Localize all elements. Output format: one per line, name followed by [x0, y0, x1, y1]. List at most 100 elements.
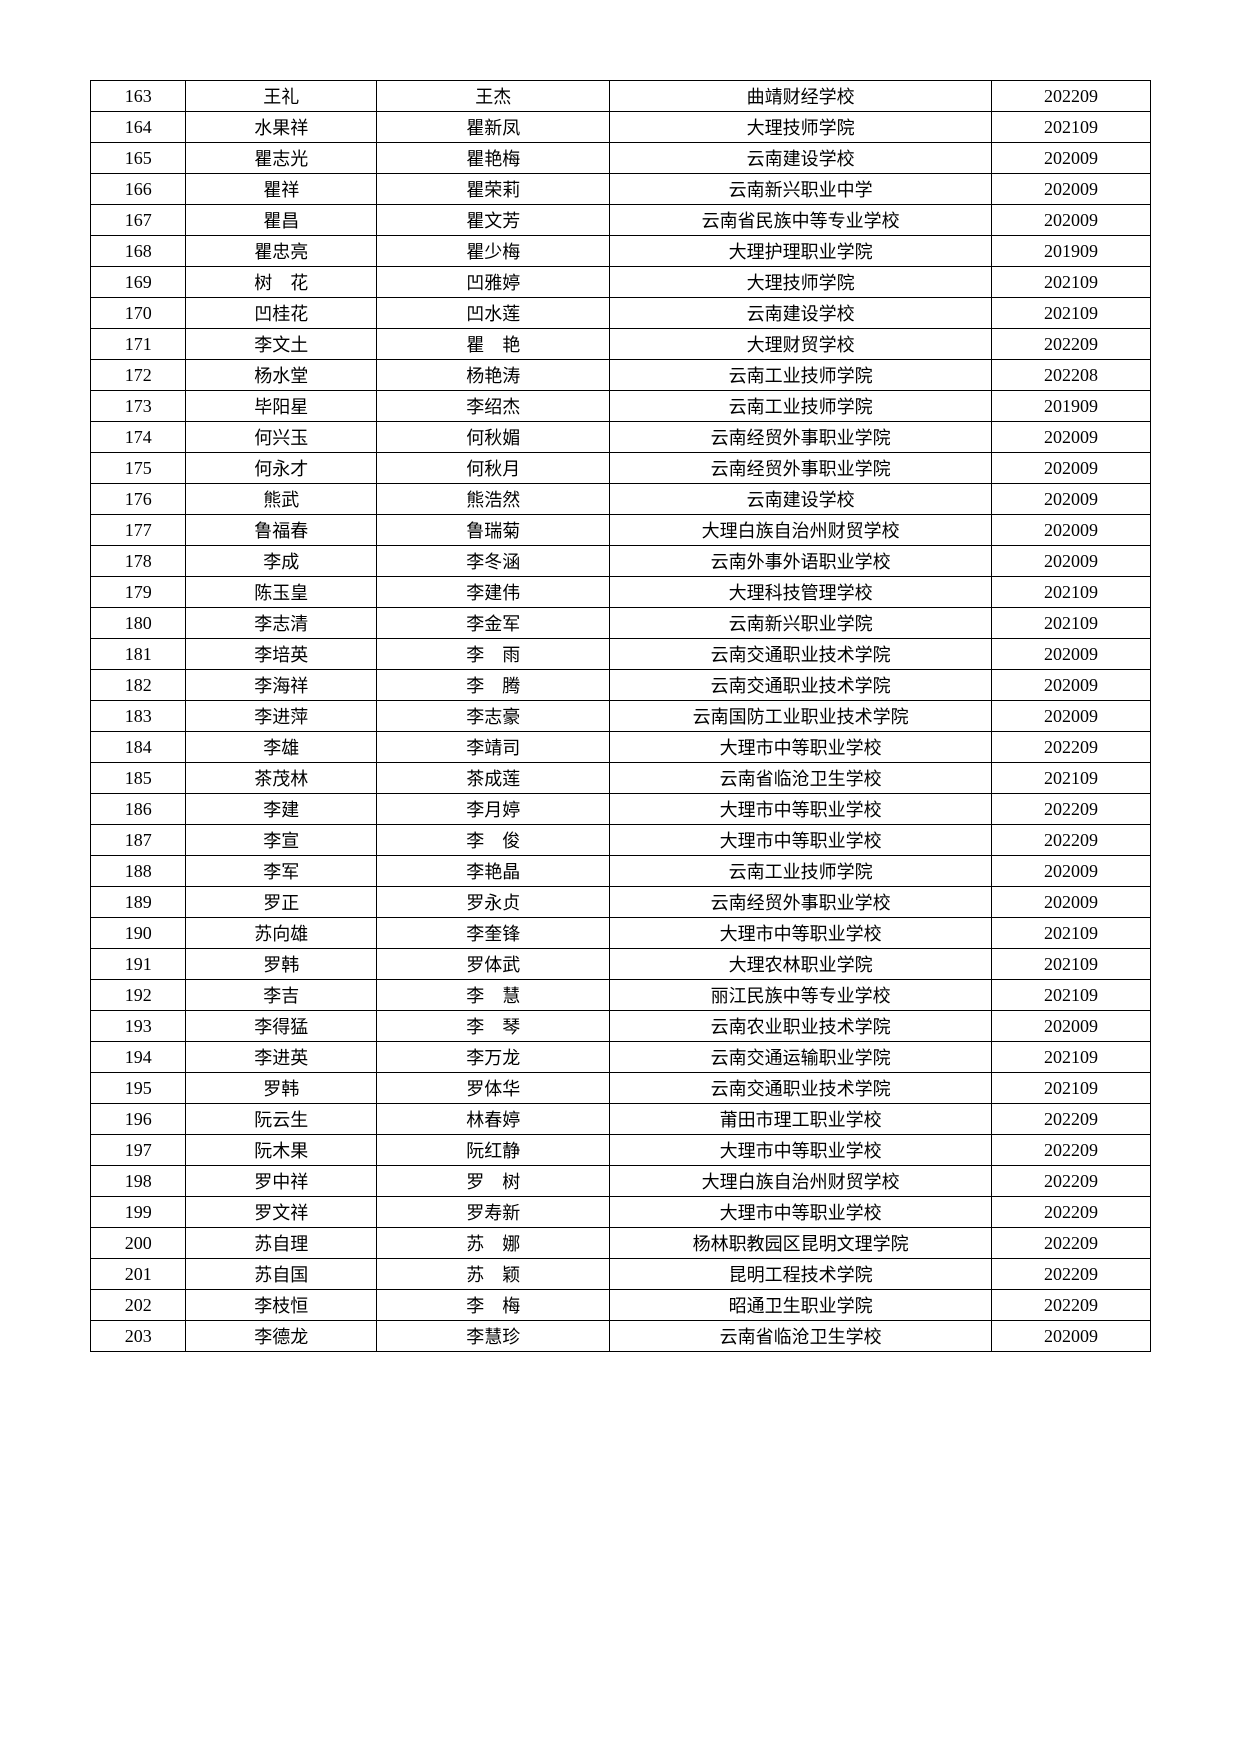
name-one: 李德龙 [186, 1321, 377, 1352]
school-name: 云南交通职业技术学院 [610, 639, 992, 670]
school-name: 大理市中等职业学校 [610, 825, 992, 856]
school-name: 云南工业技师学院 [610, 360, 992, 391]
date-code: 202209 [991, 794, 1150, 825]
name-two: 瞿 艳 [377, 329, 610, 360]
date-code: 202208 [991, 360, 1150, 391]
table-row: 168瞿忠亮瞿少梅大理护理职业学院201909 [91, 236, 1151, 267]
name-one: 苏向雄 [186, 918, 377, 949]
name-two: 苏 颖 [377, 1259, 610, 1290]
date-code: 202109 [991, 1042, 1150, 1073]
row-number: 203 [91, 1321, 186, 1352]
school-name: 云南省临沧卫生学校 [610, 1321, 992, 1352]
date-code: 202009 [991, 143, 1150, 174]
table-row: 192李吉李 慧丽江民族中等专业学校202109 [91, 980, 1151, 1011]
date-code: 202009 [991, 546, 1150, 577]
school-name: 大理农林职业学院 [610, 949, 992, 980]
table-row: 189罗正罗永贞云南经贸外事职业学校202009 [91, 887, 1151, 918]
table-row: 174何兴玉何秋媚云南经贸外事职业学院202009 [91, 422, 1151, 453]
table-row: 181李培英李 雨云南交通职业技术学院202009 [91, 639, 1151, 670]
table-row: 169树 花凹雅婷大理技师学院202109 [91, 267, 1151, 298]
school-name: 云南建设学校 [610, 298, 992, 329]
date-code: 202109 [991, 1073, 1150, 1104]
name-two: 李 腾 [377, 670, 610, 701]
date-code: 202009 [991, 453, 1150, 484]
school-name: 云南交通职业技术学院 [610, 670, 992, 701]
table-row: 195罗韩罗体华云南交通职业技术学院202109 [91, 1073, 1151, 1104]
date-code: 202209 [991, 1290, 1150, 1321]
name-two: 熊浩然 [377, 484, 610, 515]
school-name: 曲靖财经学校 [610, 81, 992, 112]
date-code: 202109 [991, 949, 1150, 980]
name-one: 罗中祥 [186, 1166, 377, 1197]
name-one: 李枝恒 [186, 1290, 377, 1321]
row-number: 189 [91, 887, 186, 918]
name-two: 李 雨 [377, 639, 610, 670]
table-row: 203李德龙李慧珍云南省临沧卫生学校202009 [91, 1321, 1151, 1352]
row-number: 176 [91, 484, 186, 515]
name-one: 陈玉皇 [186, 577, 377, 608]
row-number: 184 [91, 732, 186, 763]
name-one: 李进萍 [186, 701, 377, 732]
name-two: 凹雅婷 [377, 267, 610, 298]
name-one: 李海祥 [186, 670, 377, 701]
name-two: 李靖司 [377, 732, 610, 763]
school-name: 大理市中等职业学校 [610, 794, 992, 825]
date-code: 202109 [991, 980, 1150, 1011]
row-number: 171 [91, 329, 186, 360]
row-number: 177 [91, 515, 186, 546]
name-one: 李得猛 [186, 1011, 377, 1042]
date-code: 202009 [991, 484, 1150, 515]
date-code: 202009 [991, 639, 1150, 670]
name-one: 李雄 [186, 732, 377, 763]
date-code: 202009 [991, 887, 1150, 918]
table-row: 198罗中祥罗 树大理白族自治州财贸学校202209 [91, 1166, 1151, 1197]
row-number: 193 [91, 1011, 186, 1042]
name-two: 李 琴 [377, 1011, 610, 1042]
name-two: 李奎锋 [377, 918, 610, 949]
row-number: 183 [91, 701, 186, 732]
row-number: 194 [91, 1042, 186, 1073]
table-row: 186李建李月婷大理市中等职业学校202209 [91, 794, 1151, 825]
row-number: 192 [91, 980, 186, 1011]
row-number: 174 [91, 422, 186, 453]
name-one: 李宣 [186, 825, 377, 856]
school-name: 云南省临沧卫生学校 [610, 763, 992, 794]
table-row: 171李文土瞿 艳大理财贸学校202209 [91, 329, 1151, 360]
name-two: 瞿新凤 [377, 112, 610, 143]
row-number: 196 [91, 1104, 186, 1135]
name-two: 李 梅 [377, 1290, 610, 1321]
name-one: 罗韩 [186, 949, 377, 980]
row-number: 166 [91, 174, 186, 205]
row-number: 169 [91, 267, 186, 298]
school-name: 大理市中等职业学校 [610, 1135, 992, 1166]
name-two: 杨艳涛 [377, 360, 610, 391]
name-two: 李建伟 [377, 577, 610, 608]
date-code: 202009 [991, 856, 1150, 887]
table-row: 200苏自理苏 娜杨林职教园区昆明文理学院202209 [91, 1228, 1151, 1259]
name-two: 瞿文芳 [377, 205, 610, 236]
row-number: 172 [91, 360, 186, 391]
table-row: 194李进英李万龙云南交通运输职业学院202109 [91, 1042, 1151, 1073]
name-one: 凹桂花 [186, 298, 377, 329]
name-two: 林春婷 [377, 1104, 610, 1135]
table-row: 173毕阳星李绍杰云南工业技师学院201909 [91, 391, 1151, 422]
name-one: 阮云生 [186, 1104, 377, 1135]
row-number: 199 [91, 1197, 186, 1228]
date-code: 202209 [991, 1135, 1150, 1166]
school-name: 大理财贸学校 [610, 329, 992, 360]
date-code: 201909 [991, 236, 1150, 267]
date-code: 202209 [991, 1197, 1150, 1228]
name-two: 瞿荣莉 [377, 174, 610, 205]
date-code: 202209 [991, 1259, 1150, 1290]
table-row: 190苏向雄李奎锋大理市中等职业学校202109 [91, 918, 1151, 949]
name-one: 瞿志光 [186, 143, 377, 174]
row-number: 198 [91, 1166, 186, 1197]
school-name: 云南经贸外事职业学院 [610, 422, 992, 453]
name-one: 李进英 [186, 1042, 377, 1073]
row-number: 179 [91, 577, 186, 608]
table-row: 177鲁福春鲁瑞菊大理白族自治州财贸学校202009 [91, 515, 1151, 546]
school-name: 云南省民族中等专业学校 [610, 205, 992, 236]
name-one: 瞿忠亮 [186, 236, 377, 267]
school-name: 大理市中等职业学校 [610, 918, 992, 949]
date-code: 202009 [991, 701, 1150, 732]
